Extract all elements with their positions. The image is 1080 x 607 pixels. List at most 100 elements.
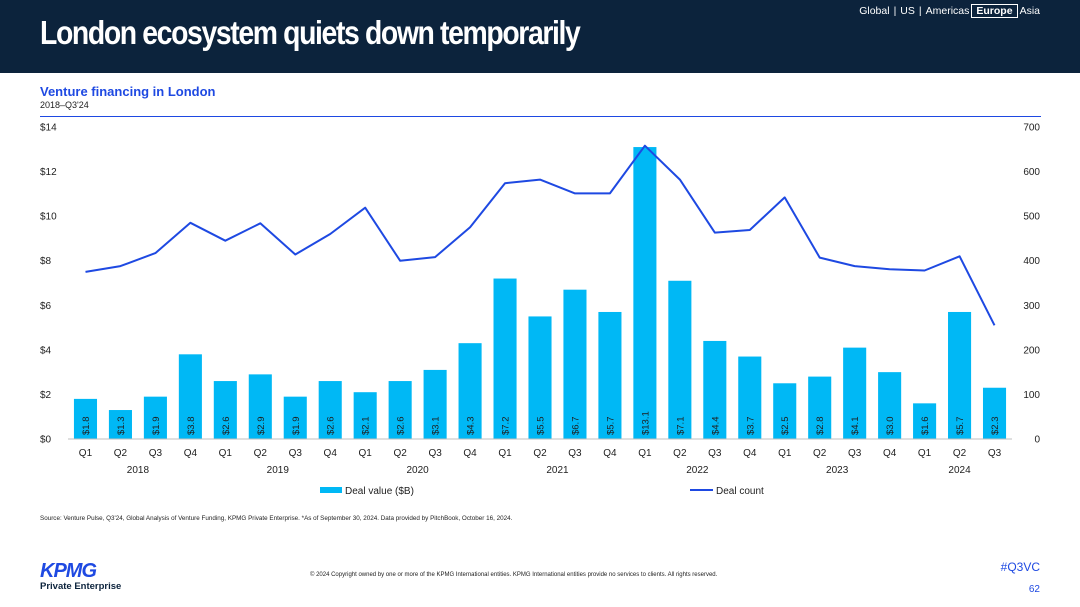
bar-value-label: $7.1 [675,417,686,436]
bar-value-label: $7.2 [501,417,512,436]
bar-deal-value [808,376,832,439]
x-tick-label: Q4 [184,448,198,459]
legend-bar-swatch [320,487,342,493]
private-enterprise-text: Private Enterprise [40,581,122,592]
x-tick-label: Q4 [883,448,897,459]
bar-value-label: $1.6 [920,417,931,436]
nav-separator: | [918,5,922,17]
x-tick-label: Q2 [953,448,967,459]
x-tick-label: Q1 [638,448,652,459]
y-right-tick-label: 0 [1034,435,1040,446]
x-tick-label: Q3 [568,448,582,459]
bar-value-label: $6.7 [570,417,581,436]
x-tick-label: Q1 [778,448,792,459]
y-right-tick-label: 300 [1023,301,1040,312]
x-tick-label: Q2 [393,448,407,459]
bar-deal-value [773,383,797,439]
x-tick-label: Q1 [79,448,93,459]
bar-value-label: $3.1 [431,417,442,436]
x-tick-label: Q3 [428,448,442,459]
bar-value-label: $1.3 [116,417,127,436]
bar-deal-value [668,280,692,439]
chart-subtitle: 2018–Q3'24 [40,100,89,110]
bar-deal-value [458,343,482,439]
nav-asia[interactable]: Asia [1019,5,1040,17]
bar-value-label: $2.5 [780,417,791,436]
x-tick-label: Q2 [673,448,687,459]
bar-value-label: $2.3 [990,417,1001,436]
bar-value-label: $2.6 [326,417,337,436]
nav-europe[interactable]: Europe [971,4,1018,18]
y-left-tick-label: $10 [40,212,57,223]
bar-deal-value [73,398,98,439]
bar-deal-value [598,311,622,439]
bar-deal-value [563,289,587,439]
bar-value-label: $2.6 [396,417,407,436]
kpmg-logo-text: KPMG [40,560,97,582]
bar-deal-value [318,381,342,439]
y-left-tick-label: $6 [40,301,52,312]
y-right-tick-label: 600 [1023,167,1040,178]
y-right-tick-label: 500 [1023,212,1040,223]
nav-global[interactable]: Global [859,5,890,17]
x-tick-label: Q4 [743,448,757,459]
x-tick-label: Q3 [149,448,163,459]
source-note: Source: Venture Pulse, Q3'24, Global Ana… [40,515,513,522]
bar-value-label: $4.1 [850,417,861,436]
bar-deal-value [948,311,972,439]
venture-financing-chart: $0 $2 $4 $6 $8 $10 $12 $14 0 100 200 300 400 500 600 70… [40,123,1040,498]
bar-value-label: $5.7 [605,417,616,436]
bar-value-label: $1.9 [151,417,162,436]
year-label: 2023 [826,465,849,476]
x-tick-label: Q3 [848,448,862,459]
bar-value-label: $4.4 [710,417,721,436]
bar-value-label: $5.7 [955,417,966,436]
year-label: 2020 [407,465,430,476]
legend-bar-label: Deal value ($B) [345,486,414,497]
bar-deal-value [738,356,762,439]
x-tick-label: Q2 [533,448,547,459]
x-tick-label: Q3 [289,448,303,459]
x-tick-label: Q4 [324,448,338,459]
bar-deal-value [213,381,237,439]
bar-deal-value [913,403,937,439]
bar-value-label: $2.1 [361,417,372,436]
x-tick-label: Q1 [219,448,233,459]
year-label: 2024 [948,465,971,476]
hashtag-link[interactable]: #Q3VC [1000,560,1040,574]
region-nav: Global | US | Americas Europe Asia [859,4,1040,18]
legend-line-label: Deal count [716,486,764,497]
bar-value-label: $1.9 [291,417,302,436]
x-tick-label: Q3 [988,448,1002,459]
bar-value-label: $2.6 [221,417,232,436]
bar-value-label: $1.8 [81,417,92,436]
page-title: London ecosystem quiets down temporarily [40,14,581,51]
y-left-tick-label: $2 [40,390,52,401]
year-label: 2021 [546,465,569,476]
bar-deal-value [493,278,517,439]
bar-deal-value [423,369,447,439]
header-bar: London ecosystem quiets down temporarily… [0,0,1080,73]
bar-value-label: $2.8 [815,417,826,436]
bar-deal-value [703,340,727,439]
y-right-tick-label: 100 [1023,390,1040,401]
year-label: 2022 [686,465,709,476]
kpmg-logo: KPMG Private Enterprise [40,560,122,592]
nav-americas[interactable]: Americas [925,5,970,17]
bar-deal-value [878,372,902,439]
x-tick-label: Q2 [114,448,128,459]
nav-us[interactable]: US [900,5,915,17]
bar-deal-value [388,381,412,439]
y-left-tick-label: $0 [40,435,52,446]
deal-count-line [85,144,996,326]
y-right-tick-label: 200 [1023,345,1040,356]
y-right-tick-label: 700 [1023,123,1040,134]
bar-deal-value [248,374,272,439]
bar-deal-value [982,387,1007,439]
page-number: 62 [1028,584,1040,595]
bar-value-label: $13.1 [640,411,651,435]
y-left-tick-label: $8 [40,256,52,267]
x-tick-label: Q2 [813,448,827,459]
year-label: 2019 [267,465,290,476]
bar-value-label: $3.0 [885,417,896,436]
